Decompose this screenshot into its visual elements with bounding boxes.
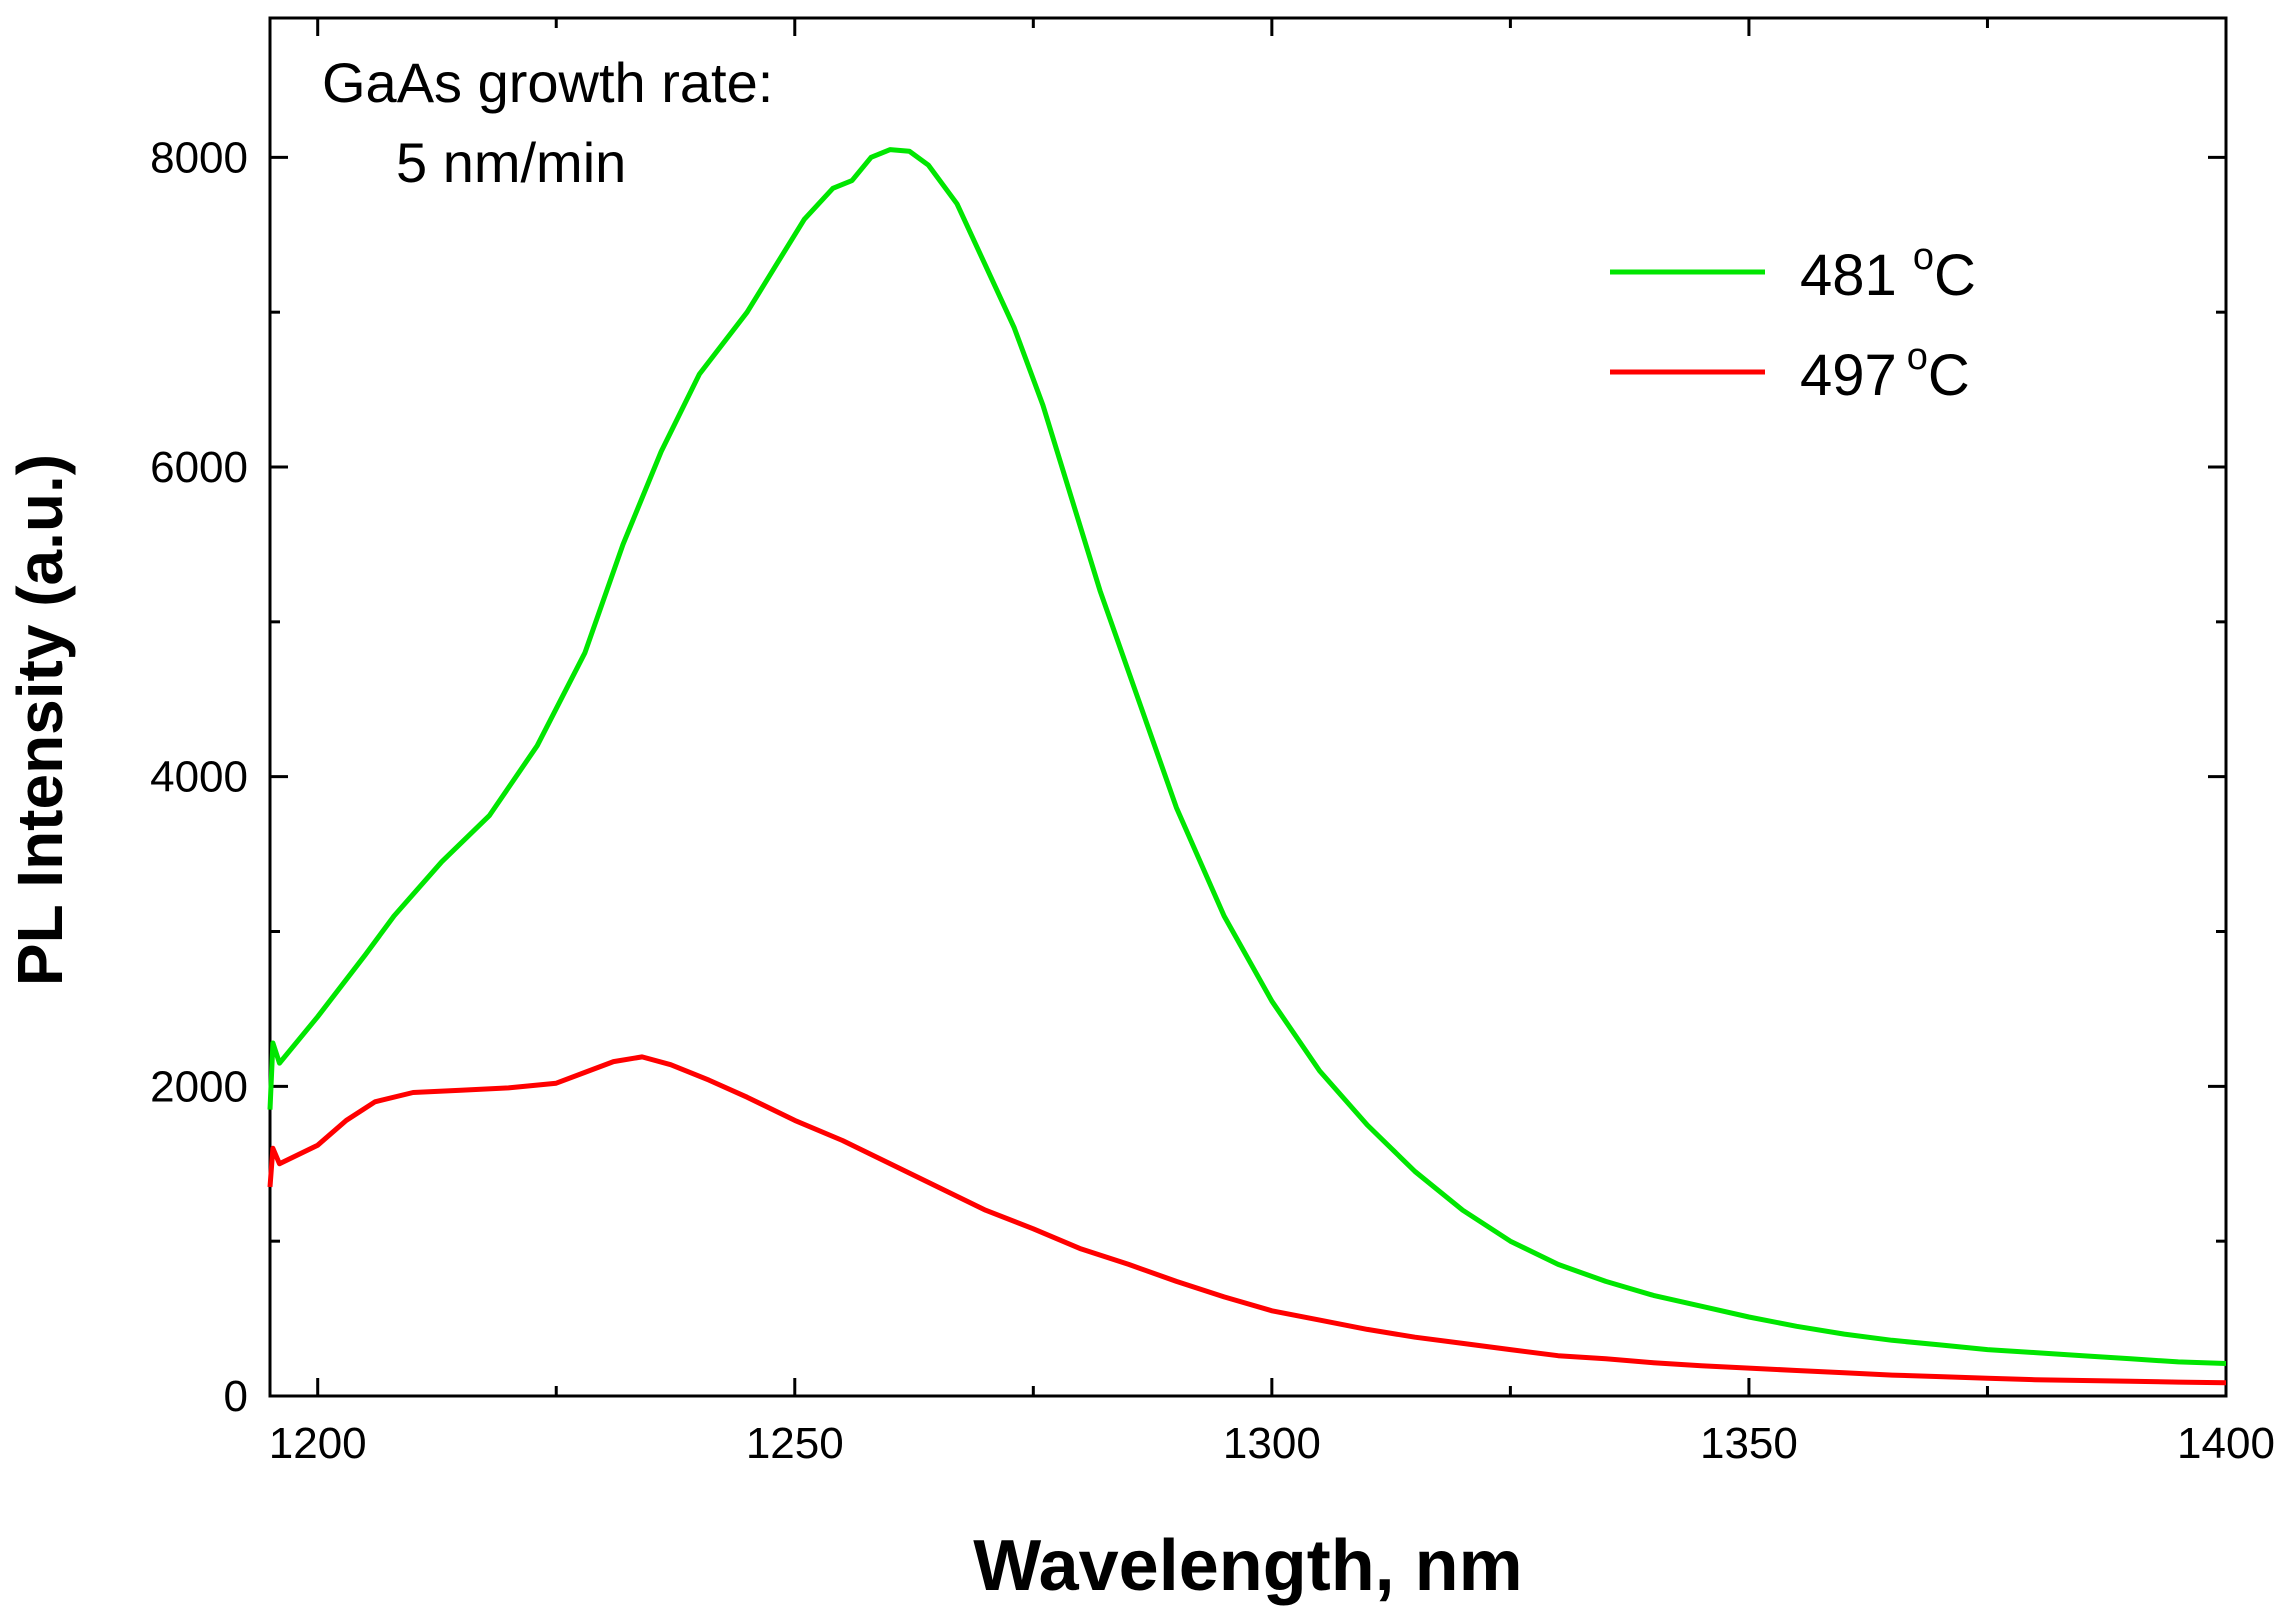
x-tick-label: 1400 (2177, 1419, 2275, 1468)
y-tick-label: 2000 (150, 1062, 248, 1111)
x-tick-label: 1200 (269, 1419, 367, 1468)
y-tick-label: 6000 (150, 443, 248, 492)
x-tick-label: 1350 (1700, 1419, 1798, 1468)
x-tick-label: 1300 (1223, 1419, 1321, 1468)
x-axis-title: Wavelength, nm (973, 1526, 1522, 1606)
annotation-line1: GaAs growth rate: (322, 51, 773, 114)
y-axis-ticks: 0 2000 4000 6000 8000 (150, 133, 2226, 1421)
annotation-line2: 5 nm/min (396, 131, 626, 194)
plot-frame (268, 16, 2228, 1398)
series-layer (267, 147, 2227, 1386)
legend-label-497: 497 oC (1800, 336, 1970, 408)
x-tick-label: 1250 (746, 1419, 844, 1468)
y-axis-title: PL Intensity (a.u.) (4, 454, 76, 986)
series-line-1 (267, 1054, 2227, 1386)
legend-label-481: 481 oC (1800, 236, 1976, 308)
y-tick-label: 4000 (150, 753, 248, 802)
y-tick-label: 8000 (150, 133, 248, 182)
y-tick-label: 0 (224, 1372, 248, 1421)
series-line-0 (267, 147, 2227, 1366)
legend: 481 oC 497 oC (1610, 236, 1976, 408)
x-axis-ticks: 1200 1250 1300 1350 1400 (269, 18, 2275, 1468)
